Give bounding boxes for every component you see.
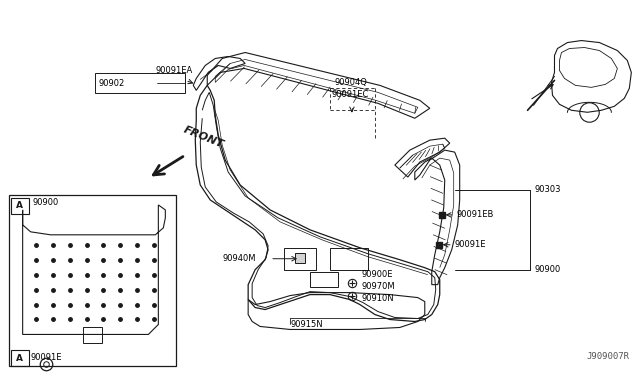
Bar xyxy=(9,195,176,366)
Bar xyxy=(11,198,29,214)
Text: 90910N: 90910N xyxy=(362,294,394,303)
Text: A: A xyxy=(16,201,23,211)
Text: A: A xyxy=(16,354,23,363)
Text: 90091EB: 90091EB xyxy=(457,211,494,219)
Text: FRONT: FRONT xyxy=(182,125,225,150)
Bar xyxy=(11,350,29,366)
Text: 90904Q: 90904Q xyxy=(335,78,368,87)
Bar xyxy=(330,248,368,270)
Text: J909007R: J909007R xyxy=(586,352,629,361)
Bar xyxy=(83,327,102,343)
Text: 90091E: 90091E xyxy=(31,353,62,362)
Text: 90091EA: 90091EA xyxy=(156,66,193,75)
Text: 90303: 90303 xyxy=(534,186,561,195)
Text: 90915N: 90915N xyxy=(290,320,323,329)
Text: 90091EC: 90091EC xyxy=(332,90,369,99)
Text: 90902: 90902 xyxy=(99,79,125,88)
Text: 90900: 90900 xyxy=(33,198,59,208)
Bar xyxy=(95,73,186,93)
Text: 90940M: 90940M xyxy=(222,254,256,263)
Text: 90970M: 90970M xyxy=(362,282,396,291)
Bar xyxy=(310,272,338,286)
Text: 90900E: 90900E xyxy=(362,270,394,279)
Text: 90091E: 90091E xyxy=(454,240,486,249)
Text: 90900: 90900 xyxy=(534,265,561,274)
Bar xyxy=(284,248,316,270)
